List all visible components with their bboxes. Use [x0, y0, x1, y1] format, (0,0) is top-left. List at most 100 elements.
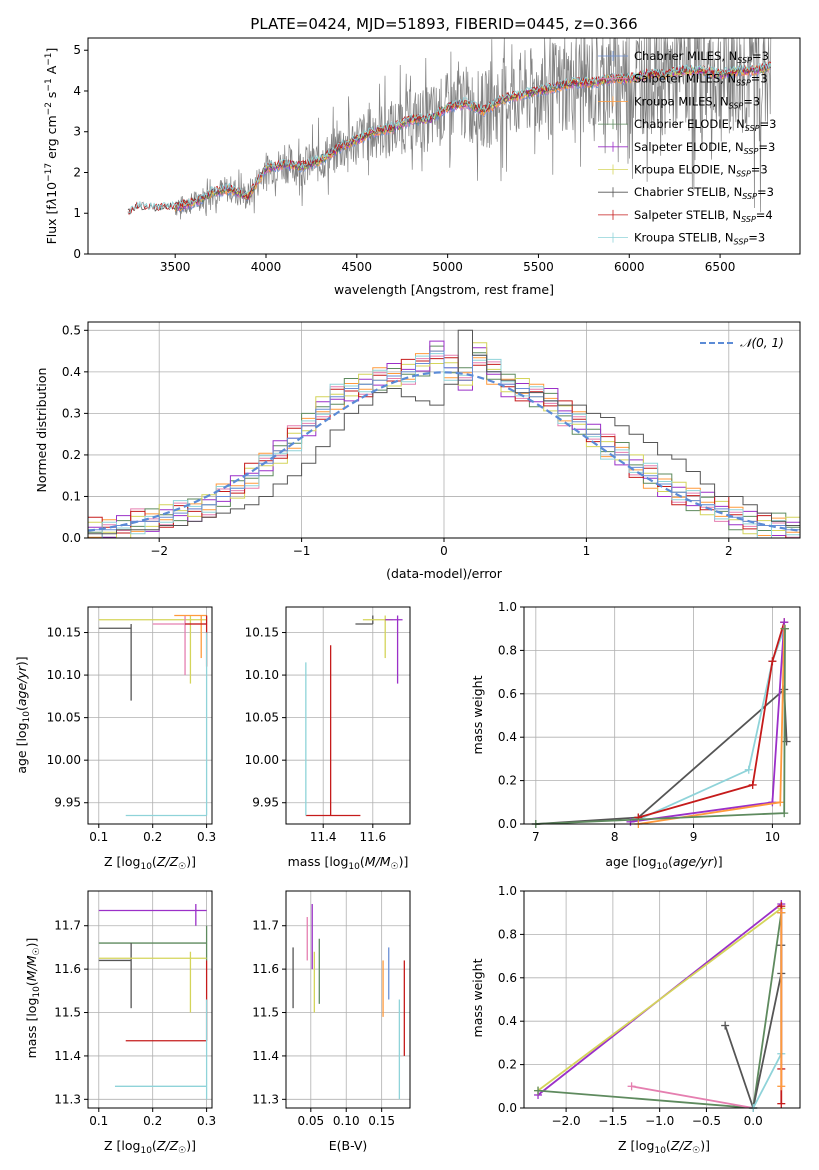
y-tick-label: 10.05 — [245, 711, 279, 725]
x-tick-label: 3500 — [160, 260, 191, 274]
y-tick-label: 10.15 — [47, 626, 81, 640]
x-tick-label: −1 — [293, 544, 311, 558]
spectrum-title: PLATE=0424, MJD=51893, FIBERID=0445, z=0… — [250, 15, 637, 33]
spectrum-legend: Chabrier MILES, NSSP=3 Salpeter MILES, NS… — [598, 49, 776, 247]
y-tick-label: 0.0 — [62, 531, 81, 545]
y-tick-label: 0 — [73, 247, 81, 261]
y-tick-label: 0.5 — [62, 323, 81, 337]
y-tick-label: 0.8 — [498, 927, 517, 941]
legend-label: Salpeter STELIB, NSSP=4 — [634, 208, 773, 224]
y-tick-label: 11.5 — [252, 1006, 279, 1020]
x-tick-label: 0.05 — [297, 1114, 324, 1128]
age-vs-mass-xlabel: mass [log10(M/M☉)] — [288, 854, 409, 872]
ticks: 11.4 11.6 9.95 10.00 10.05 10.10 10.15 — [245, 626, 387, 844]
legend-label: Kroupa ELODIE, NSSP=3 — [634, 163, 768, 179]
legend-label: Chabrier STELIB, NSSP=3 — [634, 185, 774, 201]
x-tick-label: 4000 — [251, 260, 282, 274]
y-tick-label: 0.4 — [62, 365, 81, 379]
y-tick-label: 0.6 — [498, 687, 517, 701]
y-tick-label: 11.4 — [54, 1049, 81, 1063]
y-tick-label: 11.5 — [54, 1006, 81, 1020]
y-tick-label: 10.00 — [245, 753, 279, 767]
x-tick-label: −2.0 — [552, 1114, 581, 1128]
ticks: 7 8 9 10 0.0 0.2 0.4 0.6 0.8 1.0 — [498, 600, 780, 844]
weight-vs-z-plot: −2.0 −1.5 −1.0 −0.5 0.0 0.0 0.2 0.4 0.6 0.8 1.0 — [498, 884, 801, 1128]
x-tick-label: 0.2 — [143, 830, 162, 844]
axes-frame — [523, 606, 801, 825]
axes-frame — [87, 606, 213, 825]
x-tick-label: 0.1 — [89, 830, 108, 844]
spectrum-xlabel: wavelength [Angstrom, rest frame] — [334, 282, 554, 297]
y-tick-label: 10.10 — [47, 668, 81, 682]
weight-line — [537, 907, 782, 1092]
x-tick-label: 11.4 — [310, 830, 337, 844]
weight-vs-z-ylabel: mass weight — [470, 958, 485, 1037]
y-tick-label: 0.2 — [62, 448, 81, 462]
x-tick-label: −2 — [150, 544, 168, 558]
ticks: −2.0 −1.5 −1.0 −0.5 0.0 0.0 0.2 0.4 0.6 0.8 1.0 — [498, 884, 763, 1128]
x-tick-label: 0 — [440, 544, 448, 558]
y-tick-label: 0.0 — [498, 817, 517, 831]
ticks: 0.1 0.2 0.3 9.95 10.00 10.05 10.10 10.15 — [47, 626, 217, 844]
y-tick-label: 0.1 — [62, 489, 81, 503]
mass-vs-ebv-plot: 0.05 0.10 0.15 11.3 11.4 11.5 11.6 11.7 — [252, 890, 411, 1128]
y-tick-label: 9.95 — [252, 796, 279, 810]
y-tick-label: 4 — [73, 84, 81, 98]
x-tick-label: 5500 — [523, 260, 554, 274]
y-tick-label: 10.10 — [245, 668, 279, 682]
mass-vs-z-plot: 0.1 0.2 0.3 11.3 11.4 11.5 11.6 11.7 — [54, 890, 216, 1128]
weight-vs-age-xlabel: age [log10(age/yr)] — [605, 854, 722, 872]
y-tick-label: 0.8 — [498, 643, 517, 657]
legend-label: Chabrier MILES, NSSP=3 — [634, 49, 769, 65]
x-tick-label: 8 — [611, 830, 619, 844]
y-tick-label: 11.7 — [252, 919, 279, 933]
y-tick-label: 1.0 — [498, 884, 517, 898]
weight-vs-age-ylabel: mass weight — [470, 675, 485, 754]
y-tick-label: 11.4 — [252, 1049, 279, 1063]
x-tick-label: −1.5 — [598, 1114, 627, 1128]
age-vs-z-ylabel: age [log10(age/yr)] — [14, 656, 32, 773]
axes-frame — [285, 890, 411, 1109]
legend-label: Salpeter MILES, NSSP=3 — [634, 72, 768, 88]
mass-vs-z-ylabel: mass [log10(M/M☉)] — [24, 938, 42, 1059]
weight-line — [638, 621, 786, 819]
y-tick-label: 2 — [73, 165, 81, 179]
x-tick-label: 0.3 — [197, 1114, 216, 1128]
residual-plot — [87, 329, 801, 539]
spectrum-panel: PLATE=0424, MJD=51893, FIBERID=0445, z=0… — [44, 15, 801, 297]
x-tick-label: 0.10 — [333, 1114, 360, 1128]
axes-frame — [523, 890, 801, 1109]
age-vs-z-xlabel: Z [log10(Z/Z☉)] — [104, 854, 196, 872]
mass-vs-ebv-xlabel: E(B-V) — [329, 1138, 368, 1153]
y-tick-label: 0.6 — [498, 971, 517, 985]
y-tick-label: 11.3 — [252, 1092, 279, 1106]
axes-frame — [87, 890, 213, 1109]
axes-frame — [285, 606, 411, 825]
histogram-series — [88, 350, 800, 531]
residual-ticks: −2 −1 0 1 2 0.0 0.1 0.2 0.3 0.4 0.5 — [62, 323, 733, 558]
ticks: 0.1 0.2 0.3 11.3 11.4 11.5 11.6 11.7 — [54, 919, 216, 1128]
spectrum-plot — [127, 37, 772, 220]
y-tick-label: 11.3 — [54, 1092, 81, 1106]
mass-vs-ebv-panel: 0.05 0.10 0.15 11.3 11.4 11.5 11.6 11.7 E(B-V) — [252, 890, 411, 1153]
y-tick-label: 3 — [73, 125, 81, 139]
x-tick-label: 10 — [765, 830, 780, 844]
y-tick-label: 10.00 — [47, 753, 81, 767]
x-tick-label: 9 — [690, 830, 698, 844]
y-tick-label: 5 — [73, 43, 81, 57]
y-tick-label: 0.4 — [498, 1014, 517, 1028]
y-tick-label: 0.4 — [498, 730, 517, 744]
residual-ylabel: Normed distribution — [34, 368, 49, 493]
age-vs-z-panel: 0.1 0.2 0.3 9.95 10.00 10.05 10.10 10.15 Z [log… — [14, 606, 217, 872]
normal-curve — [87, 371, 801, 532]
spectrum-frame — [87, 37, 801, 255]
residual-panel: −2 −1 0 1 2 0.0 0.1 0.2 0.3 0.4 0.5 (data-model)/e… — [34, 321, 801, 581]
x-tick-label: 5000 — [432, 260, 463, 274]
x-tick-label: 7 — [532, 830, 540, 844]
x-tick-label: −0.5 — [692, 1114, 721, 1128]
residual-xlabel: (data-model)/error — [386, 566, 503, 581]
legend-label: Kroupa STELIB, NSSP=3 — [634, 231, 765, 247]
spectrum-ylabel: Flux [fλ10−17 erg cm−2 s−1 A−1] — [44, 48, 59, 245]
x-tick-label: 6500 — [705, 260, 736, 274]
